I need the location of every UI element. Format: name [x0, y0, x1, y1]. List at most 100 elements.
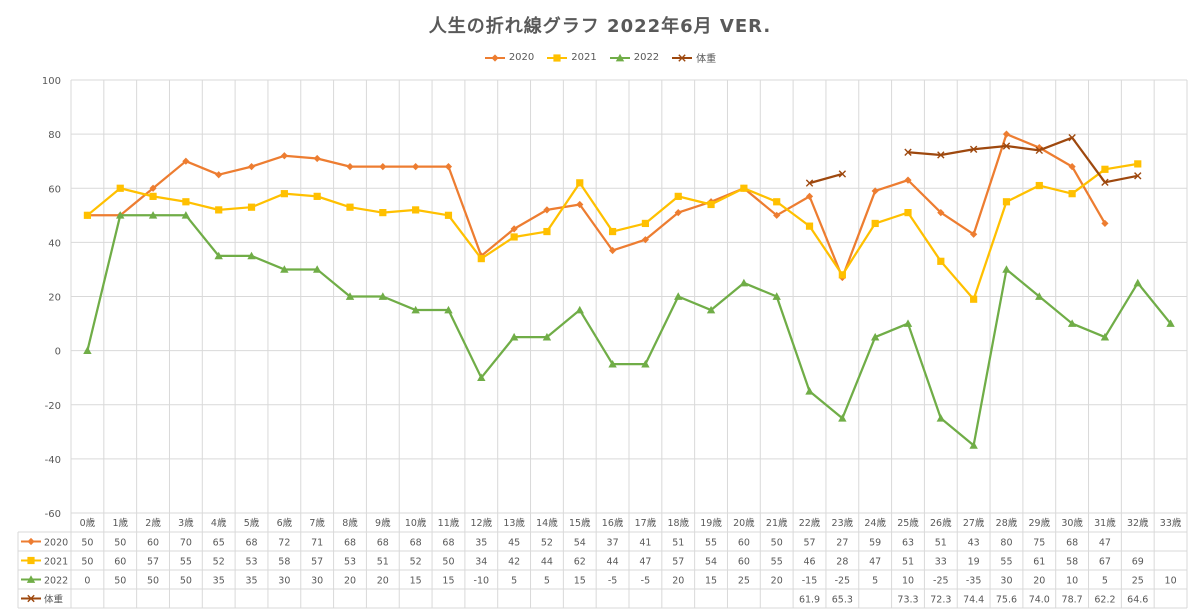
x-tick-label: 18歳	[667, 517, 689, 529]
series-2-point	[444, 211, 453, 219]
x-tick-label: 13歳	[503, 517, 525, 529]
table-cell: 53	[344, 557, 356, 568]
x-tick-label: 25歳	[897, 517, 919, 529]
legend-label: 2021	[571, 52, 597, 63]
table-cell: 60	[147, 538, 159, 549]
x-tick-label: 10歳	[405, 517, 427, 529]
series-3-line	[86, 214, 1172, 447]
series-4-point	[1068, 133, 1076, 142]
table-cell: 27	[836, 538, 848, 549]
table-cell: 15	[574, 576, 586, 587]
series-2-point	[773, 198, 781, 206]
table-cell: 50	[114, 576, 126, 587]
table-cell: 50	[147, 576, 159, 587]
series-2-point	[805, 222, 814, 230]
table-cell: 50	[114, 538, 126, 549]
series-3-point	[378, 292, 388, 300]
table-cell: 35	[213, 576, 225, 587]
table-cell: 57	[147, 557, 159, 568]
legend-label: 2020	[508, 52, 535, 63]
x-tick-label: 26歳	[930, 517, 952, 529]
series-1-line	[87, 133, 1106, 279]
table-cell: 25	[738, 576, 750, 587]
table-cell: 19	[968, 557, 980, 568]
series-2-point	[1068, 190, 1076, 198]
x-tick-label: 9歳	[375, 517, 391, 529]
series-4-point	[969, 145, 978, 153]
table-cell: 68	[377, 538, 389, 549]
series-1-point	[674, 209, 682, 217]
series-1-point	[543, 206, 551, 214]
y-tick-label: 20	[48, 293, 61, 304]
series-1-point	[937, 209, 945, 217]
table-cell: 71	[311, 538, 323, 549]
x-tick-label: 30歳	[1061, 517, 1083, 529]
series-1-point	[346, 163, 354, 171]
series-3-point	[83, 346, 92, 354]
table-cell: 72.3	[930, 595, 951, 606]
x-tick-label: 23歳	[832, 517, 854, 529]
series-3-point	[345, 292, 355, 300]
series-2-table-name: 2021	[44, 557, 68, 568]
series-2-point	[608, 227, 617, 236]
legend-item-3: 2022	[609, 52, 659, 63]
series-2-point	[707, 200, 715, 209]
table-cell: 0	[84, 576, 90, 587]
x-tick-label: 29歳	[1028, 517, 1050, 529]
series-3-point	[509, 332, 519, 341]
x-tick-label: 11歳	[438, 517, 460, 529]
series-2-point	[247, 203, 256, 211]
table-cell: 60	[114, 557, 126, 568]
series-2-point	[740, 184, 748, 192]
table-cell: 10	[902, 576, 914, 587]
series-3-point	[1133, 278, 1142, 287]
legend-item-2: 2021	[546, 52, 597, 63]
series-3-point	[1035, 292, 1044, 300]
table-cell: -15	[802, 576, 818, 587]
x-tick-label: 0歳	[80, 517, 96, 529]
table-cell: 50	[81, 538, 93, 549]
table-cell: 53	[245, 557, 257, 568]
table-cell: 55	[1000, 557, 1012, 568]
series-3-point	[608, 359, 617, 368]
table-cell: 33	[935, 557, 947, 568]
series-3-point	[116, 211, 125, 219]
x-tick-label: 17歳	[635, 517, 657, 529]
table-cell: 25	[1132, 576, 1144, 587]
series-1-point	[805, 192, 814, 200]
series-1-point	[576, 200, 584, 209]
series-2-point	[346, 203, 354, 211]
legend-marker	[678, 53, 686, 62]
table-cell: 47	[639, 557, 651, 568]
series-2-point	[83, 211, 92, 219]
series-1-point	[215, 171, 223, 179]
series-1-point	[412, 163, 420, 171]
table-cell: 30	[278, 576, 290, 587]
legend-marker	[553, 53, 561, 62]
y-tick-label: 40	[48, 238, 61, 249]
series-2-point	[1035, 181, 1043, 190]
table-cell: 20	[344, 576, 356, 587]
table-cell: 65	[213, 538, 225, 549]
table-cell: 54	[705, 557, 717, 568]
series-3-point	[280, 265, 289, 273]
legend-label: 体重	[696, 54, 717, 65]
table-cell: 72	[278, 538, 290, 549]
table-cell: 50	[771, 538, 783, 549]
series-3-point	[641, 359, 650, 368]
table-cell: 30	[1000, 576, 1012, 587]
table-cell: 47	[1099, 538, 1111, 549]
table-cell: 68	[344, 538, 356, 549]
series-4-point	[838, 170, 847, 178]
series-3-point	[936, 414, 946, 422]
series-2-point	[674, 192, 682, 200]
table-cell: 5	[872, 576, 878, 587]
series-2-table-key-marker	[27, 556, 35, 565]
series-4-point	[1134, 172, 1142, 180]
table-cell: 57	[311, 557, 323, 568]
legend-key	[547, 53, 568, 62]
legend-item-1: 2020	[484, 52, 534, 63]
table-cell: 55	[180, 557, 192, 568]
series-4-point	[1035, 146, 1043, 155]
series-1-point	[313, 154, 321, 163]
